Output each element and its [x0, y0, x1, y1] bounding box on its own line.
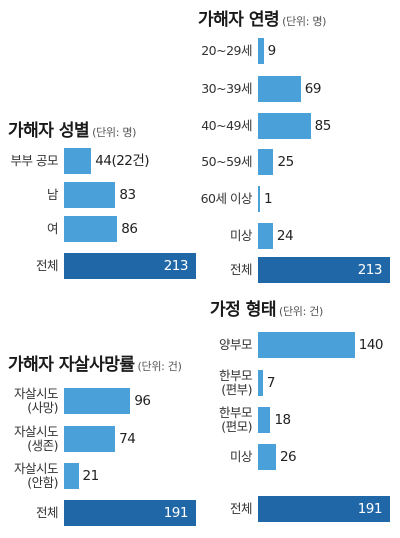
bar — [64, 426, 116, 452]
total-bar — [64, 253, 196, 279]
chart-unit: (단위: 건) — [278, 305, 324, 318]
chart-title-text: 가해자 연령 — [198, 10, 280, 30]
value-label: 7 — [266, 375, 276, 391]
bar-row-total: 전체 213 — [198, 257, 394, 283]
chart-perpetrator-age: 가해자 연령 (단위: 명) 20~29세 9 30~39세 69 40~49세 85 50~… — [198, 8, 398, 283]
value-label: 44(22건) — [95, 153, 150, 169]
value-label: 83 — [119, 187, 136, 203]
chart-unit: (단위: 건) — [137, 360, 182, 373]
value-label: 9 — [267, 43, 277, 59]
category-label: 양부모 — [218, 336, 253, 352]
bar — [64, 216, 118, 242]
category-label: 미상 — [229, 448, 253, 464]
bar — [258, 332, 355, 358]
chart-title: 가해자 자살사망률 (단위: 건) — [8, 357, 182, 374]
category-label: 20~29세 — [201, 42, 252, 58]
bar-row: 20~29세 9 — [198, 38, 394, 64]
category-label: 부부 공모 — [10, 152, 59, 168]
value-label: 1 — [264, 191, 273, 207]
bar — [64, 148, 92, 174]
bar-row: 미상 24 — [198, 223, 394, 249]
value-label: 86 — [121, 221, 138, 237]
bar-row: 자살시도 (사망) 96 — [8, 386, 200, 415]
bar-row: 부부 공모 44(22건) — [8, 148, 200, 174]
total-bar — [64, 500, 196, 526]
chart-title-text: 가해자 자살사망률 — [8, 355, 135, 375]
bar — [258, 186, 260, 212]
category-label: 전체 — [35, 504, 59, 520]
value-label: 140 — [358, 337, 384, 353]
bar — [258, 76, 301, 102]
chart-title-text: 가해자 성별 — [8, 121, 90, 141]
chart-title: 가해자 성별 (단위: 명) — [8, 123, 136, 140]
bar-row: 60세 이상 1 — [198, 186, 394, 212]
value-label: 21 — [82, 468, 100, 484]
value-label: 26 — [279, 449, 297, 465]
bar — [258, 149, 274, 175]
value-label: 213 — [163, 258, 189, 274]
bar-row: 40~49세 85 — [198, 113, 394, 139]
chart-title: 가정 형태 (단위: 건) — [210, 302, 323, 319]
bar-row: 자살시도 (안함) 21 — [8, 461, 200, 490]
bar-row-total: 전체 191 — [8, 500, 200, 526]
chart-perpetrator-suicide: 가해자 자살사망률 (단위: 건) 자살시도 (사망) 96 자살시도 (생존) 74 자살시… — [8, 352, 198, 532]
value-label: 191 — [357, 501, 383, 517]
category-label: 전체 — [229, 261, 253, 277]
value-label: 25 — [277, 154, 294, 170]
bar-row: 한부모 (편모) 18 — [198, 405, 394, 434]
category-label: 미상 — [229, 227, 253, 243]
bar-row: 남 83 — [8, 182, 200, 208]
category-label: 30~39세 — [201, 80, 252, 96]
chart-unit: (단위: 명) — [282, 15, 327, 28]
bar-row-total: 전체 213 — [8, 253, 200, 279]
value-label: 96 — [134, 393, 151, 409]
bar — [258, 444, 276, 470]
bar-row: 50~59세 25 — [198, 149, 394, 175]
value-label: 24 — [276, 228, 294, 244]
value-label: 69 — [304, 81, 322, 97]
bar — [258, 407, 271, 433]
chart-title: 가해자 연령 (단위: 명) — [198, 12, 326, 29]
bar-row: 자살시도 (생존) 74 — [8, 424, 200, 453]
value-label: 213 — [357, 262, 383, 278]
bar-row: 미상 26 — [198, 444, 394, 470]
bar-row-total: 전체 191 — [198, 496, 394, 522]
category-label: 50~59세 — [201, 153, 252, 169]
value-label: 18 — [274, 412, 291, 428]
total-bar — [258, 496, 390, 522]
category-label: 자살시도 (생존) — [13, 423, 59, 453]
category-label: 40~49세 — [201, 117, 252, 133]
bar — [258, 113, 311, 139]
category-label: 한부모 (편부) — [218, 367, 253, 397]
value-label: 74 — [119, 431, 136, 447]
category-label: 남 — [46, 186, 59, 202]
bar-row: 여 86 — [8, 216, 200, 242]
value-label: 85 — [314, 118, 332, 134]
bar-row: 양부모 140 — [198, 332, 394, 358]
bar-row: 한부모 (편부) 7 — [198, 368, 394, 397]
category-label: 자살시도 (안함) — [13, 460, 59, 490]
category-label: 한부모 (편모) — [218, 404, 253, 434]
category-label: 전체 — [35, 257, 59, 273]
category-label: 자살시도 (사망) — [13, 385, 59, 415]
chart-unit: (단위: 명) — [92, 126, 137, 139]
bar — [258, 223, 273, 249]
bar — [258, 370, 263, 396]
chart-perpetrator-gender: 가해자 성별 (단위: 명) 부부 공모 44(22건) 남 83 여 86 전체 213 — [8, 120, 198, 280]
category-label: 60세 이상 — [200, 190, 253, 206]
value-label: 191 — [163, 505, 189, 521]
chart-family-type: 가정 형태 (단위: 건) 양부모 140 한부모 (편부) 7 한부모 (편모) 18 미상 26… — [198, 298, 398, 532]
bar — [64, 388, 131, 414]
chart-title-text: 가정 형태 — [210, 300, 276, 320]
category-label: 전체 — [229, 500, 253, 516]
bar-row: 30~39세 69 — [198, 76, 394, 102]
category-label: 여 — [46, 220, 59, 236]
bar — [258, 38, 264, 64]
bar — [64, 463, 79, 489]
bar — [64, 182, 116, 208]
total-bar — [258, 257, 390, 283]
